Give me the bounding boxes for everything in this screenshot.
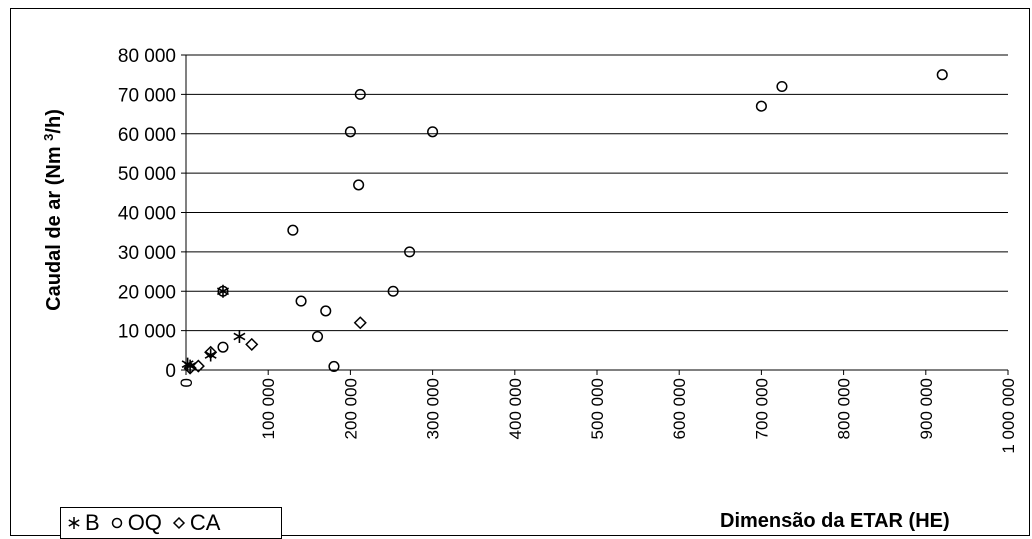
x-tick-label: 200 000 — [341, 378, 360, 439]
y-tick-label: 20 000 — [118, 282, 176, 303]
y-tick-label: 0 — [165, 361, 176, 382]
y-axis-label-sup: 3 — [41, 134, 56, 141]
legend-label-oq: OQ — [127, 510, 162, 535]
legend: B OQ CA — [60, 507, 282, 539]
data-points — [181, 69, 948, 375]
x-tick-label: 300 000 — [424, 378, 443, 439]
data-point-oq — [354, 88, 366, 100]
x-tick-labels: 0 100 000 200 000 300 000 400 000 500 000 600 … — [177, 378, 1018, 454]
data-point-oq — [755, 100, 767, 112]
data-point-oq — [287, 224, 299, 236]
diamond-marker-icon — [172, 516, 185, 530]
data-point-oq — [217, 341, 229, 353]
data-point-ca — [353, 316, 367, 330]
x-axis-label: Dimensão da ETAR (HE) — [720, 510, 950, 532]
data-point-oq — [295, 295, 307, 307]
data-point-oq — [427, 126, 439, 138]
asterisk-marker-icon — [68, 517, 80, 529]
data-point-b — [233, 330, 246, 344]
x-tick-label: 500 000 — [588, 378, 607, 439]
legend-label-b: B — [85, 510, 100, 535]
data-point-b — [204, 348, 217, 362]
data-point-oq — [328, 360, 340, 373]
grid-lines — [186, 54, 1008, 332]
legend-label-ca: CA — [189, 510, 221, 535]
y-tick-label: 70 000 — [118, 85, 176, 106]
y-tick-label: 40 000 — [118, 204, 176, 225]
data-point-oq — [311, 330, 324, 343]
chart-frame — [10, 8, 1030, 536]
y-tick-label: 60 000 — [118, 125, 176, 146]
x-tick-label: 900 000 — [917, 378, 936, 439]
x-tick-label: 700 000 — [752, 378, 771, 439]
y-tick-label: 30 000 — [118, 243, 176, 264]
data-point-oq — [936, 69, 948, 81]
data-point-oq — [776, 80, 788, 93]
x-tick-label: 100 000 — [259, 378, 278, 439]
y-axis-label: Caudal de ar (Nm 3/h) — [41, 109, 66, 311]
data-point-oq — [344, 126, 356, 138]
y-axis-label-main: Caudal de ar (Nm — [43, 141, 65, 311]
y-tick-label: 10 000 — [118, 322, 176, 343]
data-point-b — [216, 284, 229, 298]
y-axis-label-tail: /h) — [43, 109, 65, 133]
axes — [181, 54, 1009, 375]
y-tick-label: 50 000 — [118, 164, 176, 185]
legend-item-b: B — [67, 510, 100, 536]
legend-item-oq: OQ — [110, 510, 162, 536]
legend-item-ca: CA — [172, 510, 221, 536]
y-tick-labels: 0 10 000 20 000 30 000 40 000 50 000 60 000 70 … — [118, 46, 176, 382]
x-tick-label: 600 000 — [670, 378, 689, 439]
x-tick-label: 0 — [177, 378, 196, 387]
data-point-b — [184, 359, 197, 373]
x-tick-label: 1 000 000 — [999, 378, 1018, 454]
data-point-oq — [320, 305, 332, 317]
data-point-oq — [387, 285, 399, 297]
data-point-ca — [245, 337, 259, 351]
y-tick-label: 80 000 — [118, 46, 176, 67]
x-tick-label: 800 000 — [835, 378, 854, 439]
x-tick-label: 400 000 — [506, 378, 525, 439]
data-point-oq — [353, 179, 365, 191]
data-point-oq — [404, 246, 416, 258]
circle-marker-icon — [111, 517, 122, 529]
